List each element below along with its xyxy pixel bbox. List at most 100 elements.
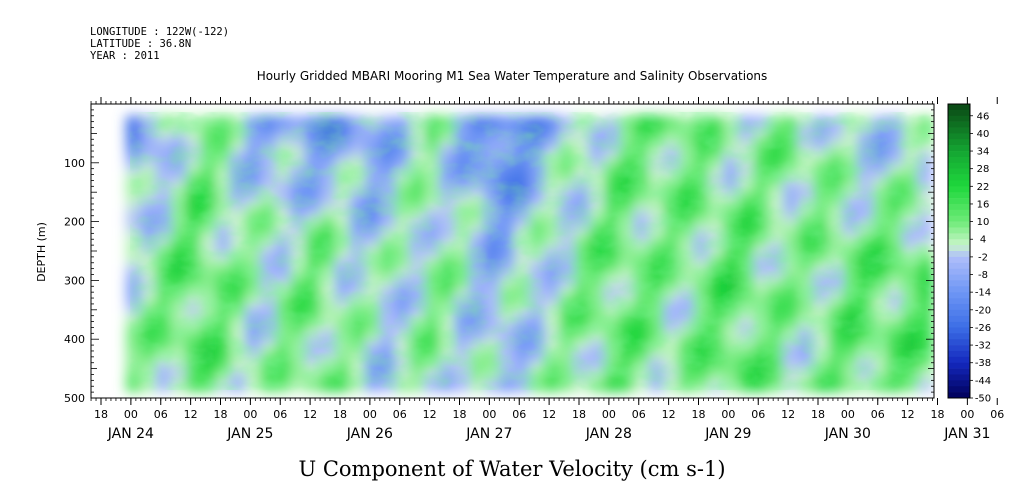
colorbar-segment (948, 303, 970, 311)
colorbar-segment (948, 327, 970, 334)
colorbar-label: 4 (980, 235, 986, 246)
y-ticks: 100 200 300 400 500 (64, 103, 934, 405)
colorbar-label: -44 (975, 376, 991, 387)
colorbar-segment (948, 350, 970, 358)
colorbar-segment (948, 309, 970, 316)
x-hour-tick-label: 06 (273, 408, 287, 421)
colorbar-segment (948, 127, 970, 134)
colorbar-segment (948, 139, 970, 146)
colorbar-segment (948, 209, 970, 217)
x-hour-tick-label: 00 (721, 408, 735, 421)
colorbar-label: 46 (977, 111, 990, 122)
x-hour-tick-label: 18 (453, 408, 467, 421)
x-hour-tick-label: 06 (871, 408, 885, 421)
variable-title: U Component of Water Velocity (cm s-1) (298, 457, 725, 481)
x-hour-tick-label: 12 (781, 408, 795, 421)
colorbar-segment (948, 156, 970, 164)
x-hour-tick-label: 06 (393, 408, 407, 421)
colorbar-segment (948, 292, 970, 299)
colorbar-segment (948, 386, 970, 393)
x-day-label: JAN 31 (943, 426, 990, 442)
colorbar-segment (948, 104, 970, 111)
x-day-label: JAN 27 (465, 426, 512, 442)
x-day-label: JAN 26 (346, 426, 393, 442)
x-hour-tick-label: 12 (901, 408, 915, 421)
colorbar-label: 22 (977, 182, 990, 193)
colorbar-label: -38 (975, 358, 991, 369)
chart-title: Hourly Gridded MBARI Mooring M1 Sea Wate… (257, 69, 768, 83)
y-axis-label: DEPTH (m) (35, 222, 48, 282)
colorbar-segment (948, 233, 970, 240)
colorbar-segment (948, 274, 970, 281)
y-tick-label: 400 (64, 333, 85, 346)
x-hour-tick-label: 18 (333, 408, 347, 421)
colorbar-segment (948, 333, 970, 340)
x-hour-tick-label: 18 (94, 408, 108, 421)
colorbar-segment (948, 256, 970, 264)
colorbar-segment (948, 133, 970, 140)
y-tick-label: 200 (64, 216, 85, 229)
colorbar-label: 16 (977, 199, 990, 210)
plot-area (91, 104, 934, 398)
colorbar-label: -8 (978, 270, 988, 281)
colorbar-segment (948, 198, 970, 205)
x-hour-tick-label: 06 (512, 408, 526, 421)
colorbar-segment (948, 109, 970, 117)
colorbar-segment (948, 380, 970, 387)
colorbar-segment (948, 268, 970, 275)
heatmap-texture (130, 112, 930, 390)
x-hour-tick-label: 06 (751, 408, 765, 421)
colorbar-segment (948, 186, 970, 193)
colorbar-segment (948, 245, 970, 252)
x-hour-tick-label: 06 (990, 408, 1004, 421)
x-hour-tick-label: 00 (482, 408, 496, 421)
colorbar-segment (948, 356, 970, 364)
x-hour-tick-label: 00 (602, 408, 616, 421)
y-tick-label: 100 (64, 157, 85, 170)
colorbar-segment (948, 174, 970, 181)
colorbar-segment (948, 215, 970, 222)
x-hour-tick-label: 18 (572, 408, 586, 421)
colorbar-segment (948, 298, 970, 305)
x-hour-tick-label: 12 (303, 408, 317, 421)
x-hour-tick-label: 00 (960, 408, 974, 421)
colorbar-segment (948, 251, 970, 258)
colorbar-segment (948, 221, 970, 228)
x-hour-tick-label: 18 (931, 408, 945, 421)
x-day-label: JAN 30 (824, 426, 871, 442)
colorbar-label: -50 (975, 394, 991, 405)
x-day-label: JAN 28 (585, 426, 632, 442)
colorbar-segment (948, 115, 970, 122)
colorbar-label: -32 (975, 341, 991, 352)
colorbar-segment (948, 374, 970, 381)
x-hour-tick-label: 18 (692, 408, 706, 421)
colorbar-frame (947, 103, 971, 399)
colorbar-segment (948, 192, 970, 199)
colorbar-segment (948, 345, 970, 352)
latitude-label: LATITUDE : 36.8N (90, 38, 191, 50)
x-hour-tick-label: 06 (632, 408, 646, 421)
colorbar-segment (948, 392, 970, 399)
colorbar-segment (948, 286, 970, 293)
colorbar-label: 10 (977, 217, 990, 228)
colorbar-segment (948, 145, 970, 152)
x-hour-tick-label: 18 (214, 408, 228, 421)
colorbar: 46 40 34 28 22 16 10 4 -2 -8 -14 -20 -26 -32 -38 -44 -50 (947, 103, 991, 405)
colorbar-label: 34 (977, 147, 990, 158)
x-hour-tick-label: 12 (662, 408, 676, 421)
colorbar-segment (948, 180, 970, 187)
x-hour-tick-label: 12 (423, 408, 437, 421)
colorbar-segment (948, 121, 970, 128)
x-hour-tick-label: 06 (154, 408, 168, 421)
colorbar-segment (948, 280, 970, 287)
colorbar-segment (948, 339, 970, 346)
x-major-ticks: 18 00 06 12 18 00 06 12 18 00 06 12 18 00 06 12 18 00 06 12… (94, 97, 1004, 442)
x-hour-tick-label: 00 (124, 408, 138, 421)
x-hour-tick-label: 00 (363, 408, 377, 421)
colorbar-label: 40 (977, 129, 990, 140)
longitude-label: LONGITUDE : 122W(-122) (90, 26, 229, 38)
y-tick-label: 300 (64, 274, 85, 287)
colorbar-segment (948, 168, 970, 175)
colorbar-segment (948, 162, 970, 169)
